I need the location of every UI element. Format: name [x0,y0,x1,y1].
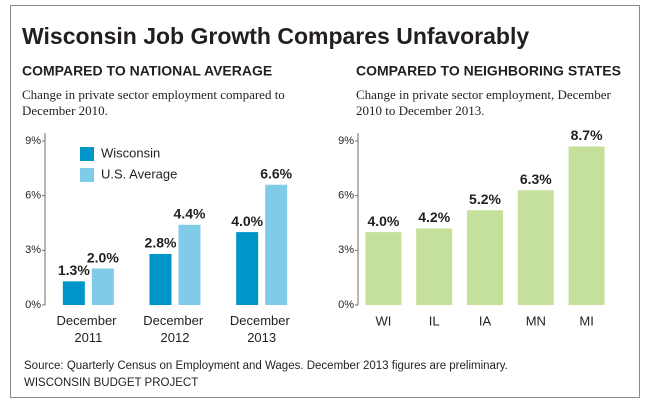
y-tick-label: 0% [25,299,41,311]
legend-label: U.S. Average [101,166,177,181]
bar [149,253,172,305]
value-label: 4.0% [231,213,263,229]
x-tick-label: December 2012 [143,313,207,345]
chart-title: COMPARED TO NEIGHBORING STATES [356,63,621,79]
y-tick-label: 3% [338,244,354,256]
x-tick-label: IA [479,313,492,328]
bar [568,146,605,305]
bar [416,228,453,305]
y-tick-label: 9% [25,135,41,147]
credit: WISCONSIN BUDGET PROJECT [24,377,198,389]
x-tick-label: WI [375,313,391,328]
bar [178,224,201,305]
y-tick-label: 9% [338,135,354,147]
bar [517,190,554,305]
x-tick-label: December 2013 [230,313,294,345]
y-tick-label: 6% [25,190,41,202]
y-tick-label: 0% [338,299,354,311]
value-label: 4.2% [418,209,450,225]
chart-subtitle: 2010 to December 2013. [356,103,485,118]
bar [467,210,503,305]
chart-subtitle: Change in private sector employment, Dec… [356,87,612,102]
legend-swatch [80,168,94,182]
title: Wisconsin Job Growth Compares Unfavorabl… [22,23,529,49]
source: Source: Quarterly Census on Employment a… [24,360,508,372]
value-label: 2.8% [145,235,177,251]
legend-swatch [80,147,94,161]
value-label: 6.6% [260,165,292,181]
legend-label: Wisconsin [101,145,160,160]
value-label: 4.0% [367,213,399,229]
bar [265,184,288,305]
value-label: 1.3% [58,262,90,278]
value-label: 4.4% [174,206,206,222]
bar [365,232,402,305]
chart-subtitle: December 2010. [22,103,108,118]
value-label: 2.0% [87,249,119,265]
chart-title: COMPARED TO NATIONAL AVERAGE [22,63,272,79]
value-label: 8.7% [571,127,603,143]
bar [91,268,114,305]
y-tick-label: 6% [338,190,354,202]
chart-subtitle: Change in private sector employment comp… [22,87,285,102]
value-label: 5.2% [469,191,501,207]
x-tick-label: IL [429,313,440,328]
value-label: 6.3% [520,171,552,187]
x-tick-label: December 2011 [57,313,121,345]
y-tick-label: 3% [25,244,41,256]
bar [62,281,85,305]
x-tick-label: MI [579,313,593,328]
x-tick-label: MN [526,313,546,328]
bar [236,232,259,305]
